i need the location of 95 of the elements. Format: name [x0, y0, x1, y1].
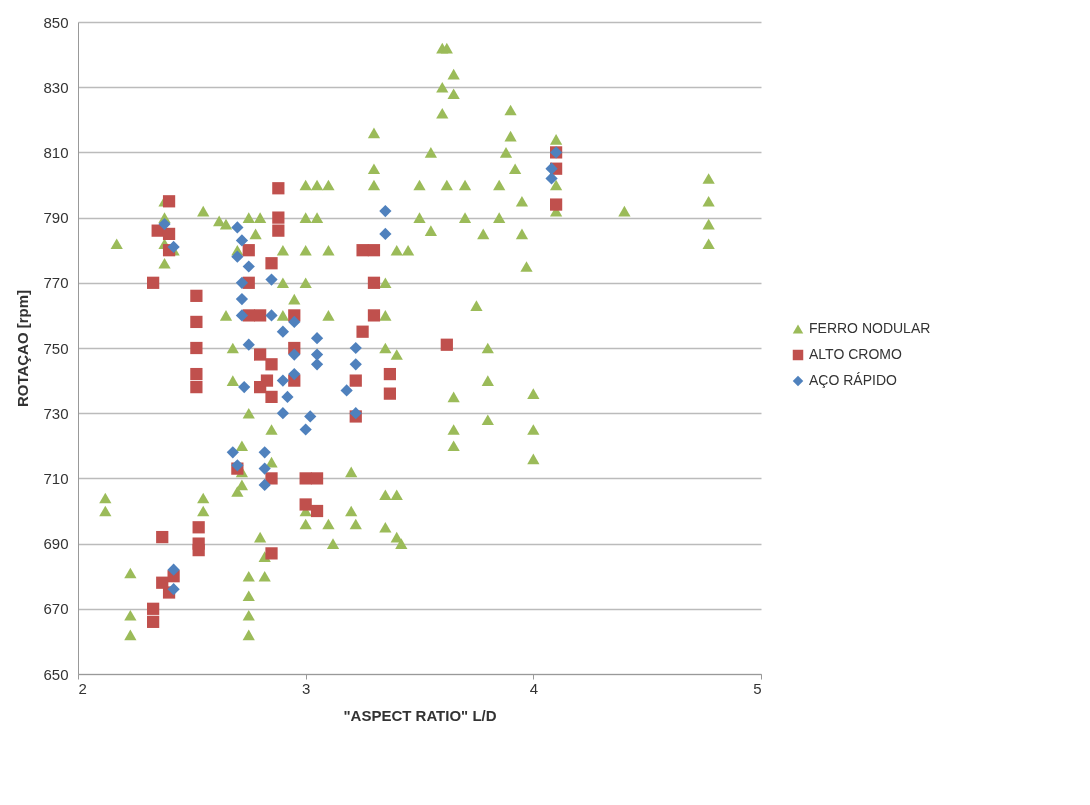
- point: [167, 240, 180, 254]
- point: [235, 292, 249, 306]
- point: [265, 309, 278, 322]
- point: [265, 358, 278, 371]
- point: [162, 227, 176, 241]
- point: [272, 211, 285, 224]
- point: [242, 244, 255, 257]
- x-tick-label: 4: [529, 679, 539, 697]
- point: [147, 602, 160, 615]
- point: [310, 504, 324, 518]
- y-tick-label: 650: [43, 665, 69, 683]
- point: [281, 390, 294, 404]
- point: [545, 172, 558, 185]
- point: [276, 325, 290, 338]
- point: [379, 227, 392, 241]
- point: [238, 381, 251, 394]
- point: [310, 332, 324, 345]
- point: [349, 374, 362, 387]
- point: [265, 257, 278, 270]
- point: [162, 195, 176, 208]
- point: [192, 544, 205, 557]
- y-axis-title: ROTAÇAO [rpm]: [14, 289, 32, 408]
- point: [231, 250, 244, 263]
- y-tick-label: 730: [43, 404, 69, 422]
- point: [367, 244, 381, 257]
- point: [190, 315, 203, 329]
- point: [235, 309, 249, 322]
- point: [254, 348, 267, 361]
- x-tick-label: 5: [753, 679, 762, 697]
- point: [242, 260, 255, 273]
- legend-label: ALTO CROMO: [809, 346, 902, 362]
- point: [258, 446, 271, 459]
- point: [260, 374, 274, 387]
- point: [258, 478, 271, 492]
- point: [167, 583, 180, 596]
- legend-label: FERRO NODULAR: [809, 320, 931, 336]
- point: [235, 234, 249, 247]
- point: [272, 182, 285, 195]
- point: [156, 530, 169, 544]
- point: [356, 325, 369, 338]
- point: [265, 547, 278, 560]
- point: [167, 563, 180, 576]
- point: [304, 410, 317, 423]
- y-tick-label: 850: [43, 13, 69, 31]
- point: [192, 521, 205, 534]
- point: [299, 472, 312, 485]
- point: [272, 224, 285, 237]
- point: [549, 198, 563, 211]
- point: [190, 381, 203, 394]
- point: [254, 309, 267, 322]
- point: [158, 218, 171, 231]
- point: [190, 289, 203, 302]
- point: [190, 367, 203, 381]
- point: [310, 358, 324, 371]
- point: [310, 348, 324, 361]
- point: [379, 204, 392, 218]
- point: [349, 358, 362, 371]
- point: [288, 367, 301, 381]
- point: [383, 387, 397, 400]
- x-tick-label: 2: [78, 679, 87, 697]
- point: [147, 615, 160, 628]
- point: [265, 390, 278, 404]
- y-tick-label: 750: [43, 339, 69, 357]
- point: [231, 221, 244, 234]
- point: [299, 498, 312, 511]
- point: [340, 384, 353, 397]
- point: [276, 407, 290, 420]
- point: [356, 244, 369, 257]
- point: [242, 338, 255, 351]
- point: [367, 309, 381, 322]
- legend-label: AÇO RÁPIDO: [809, 372, 898, 388]
- y-tick-label: 710: [43, 469, 69, 487]
- point: [147, 276, 160, 289]
- point: [235, 276, 249, 289]
- point: [383, 367, 397, 381]
- x-tick-label: 3: [301, 679, 311, 697]
- y-tick-label: 670: [43, 600, 69, 618]
- point: [258, 462, 271, 475]
- point: [265, 273, 278, 286]
- y-tick-label: 810: [43, 143, 69, 161]
- y-tick-label: 790: [43, 209, 69, 227]
- y-tick-label: 770: [43, 274, 69, 292]
- point: [349, 341, 362, 355]
- point: [288, 348, 301, 361]
- point: [299, 423, 312, 436]
- point: [367, 276, 381, 289]
- point: [440, 338, 453, 351]
- point: [190, 341, 203, 355]
- x-axis-title: "ASPECT RATIO" L/D: [343, 706, 497, 724]
- point: [276, 374, 290, 387]
- point: [288, 315, 301, 329]
- y-tick-label: 690: [43, 535, 69, 553]
- y-tick-label: 830: [43, 78, 69, 96]
- point: [310, 472, 324, 485]
- point: [226, 446, 239, 459]
